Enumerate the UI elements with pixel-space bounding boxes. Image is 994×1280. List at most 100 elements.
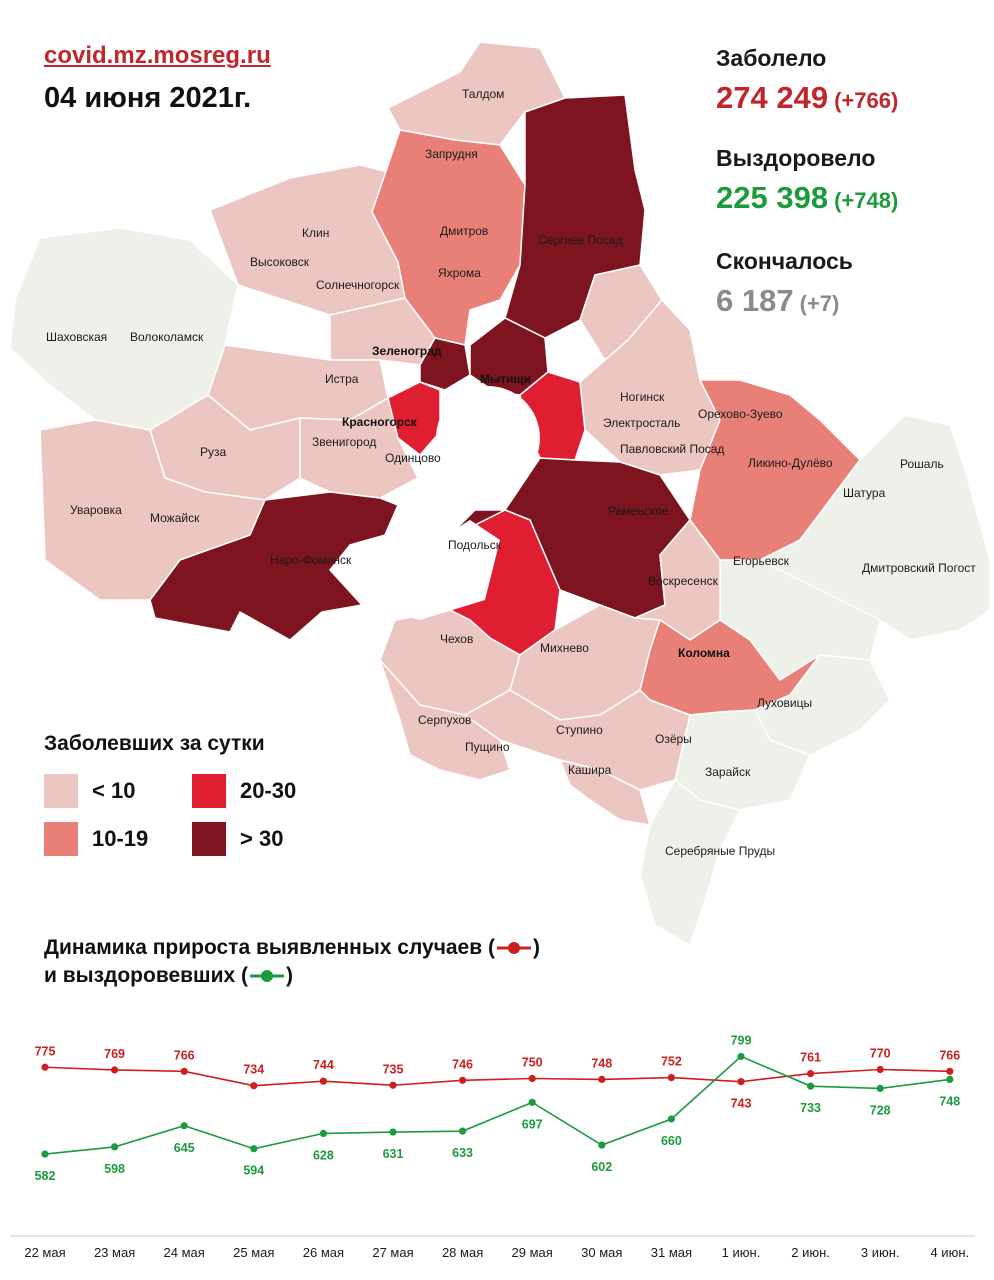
data-label: 744	[313, 1058, 334, 1072]
data-point	[459, 1076, 467, 1084]
data-point	[111, 1066, 119, 1074]
place-label: Ступино	[556, 723, 603, 737]
place-label: Сергиев Посад	[538, 233, 622, 247]
place-label: Солнечногорск	[316, 278, 400, 292]
data-point	[41, 1150, 49, 1158]
place-label: Воскресенск	[648, 574, 719, 588]
place-label: Луховицы	[757, 696, 812, 710]
moscow-city	[330, 386, 540, 620]
red-line-marker-icon	[496, 942, 531, 954]
data-label: 598	[104, 1162, 125, 1176]
dynamics-title-end1: )	[532, 936, 540, 959]
place-label: Зеленоград	[372, 344, 442, 358]
place-label: Кашира	[568, 763, 612, 777]
data-point	[528, 1098, 536, 1106]
green-line-marker-icon	[249, 970, 284, 982]
x-tick-label: 27 мая	[372, 1245, 413, 1260]
data-label: 769	[104, 1047, 125, 1061]
deceased-stat: 6 187 (+7)	[716, 283, 839, 319]
place-label: Яхрома	[438, 266, 481, 280]
place-label: Дмитров	[440, 224, 488, 238]
x-tick-label: 2 июн.	[791, 1245, 830, 1260]
place-label: Ногинск	[620, 390, 665, 404]
legend-swatch-10-19	[44, 822, 78, 856]
data-label: 775	[35, 1044, 56, 1058]
place-labels: Талдом Запрудня Дмитров Яхрома Сергиев П…	[46, 87, 976, 858]
data-label: 761	[800, 1051, 821, 1065]
place-label: Клин	[302, 226, 329, 240]
data-point	[180, 1122, 188, 1130]
district-kashira	[559, 759, 651, 826]
data-point	[807, 1082, 815, 1090]
data-label: 734	[243, 1063, 264, 1077]
data-label: 660	[661, 1134, 682, 1148]
place-label: Шатура	[843, 486, 886, 500]
dynamics-title-end2: )	[285, 964, 293, 987]
x-tick-label: 1 июн.	[722, 1245, 761, 1260]
data-label: 645	[174, 1141, 195, 1155]
data-point	[250, 1145, 258, 1153]
x-tick-label: 23 мая	[94, 1245, 135, 1260]
district-zvenigorod	[299, 397, 419, 499]
deceased-value: 6 187	[716, 283, 794, 318]
data-label: 733	[800, 1101, 821, 1115]
infected-stat: 274 249 (+766)	[716, 80, 898, 116]
place-label: Красногорск	[342, 415, 418, 429]
place-label: Зарайск	[705, 765, 751, 779]
x-tick-label: 3 июн.	[861, 1245, 900, 1260]
place-label: Одинцово	[385, 451, 441, 465]
recovered-stat: 225 398 (+748)	[716, 180, 898, 216]
data-label: 697	[522, 1117, 543, 1131]
place-label: Дмитровский Погост	[862, 561, 976, 575]
place-label: Можайск	[150, 511, 200, 525]
data-point	[41, 1063, 49, 1071]
data-point	[737, 1078, 745, 1086]
legend-swatch-lt10	[44, 774, 78, 808]
data-point	[319, 1077, 327, 1085]
place-label: Пущино	[465, 740, 510, 754]
legend-title: Заболевших за сутки	[44, 732, 265, 755]
dynamics-line-chart: 775 769 766 734 744 735 746 750 748 752 743 761 770 7…	[10, 1033, 975, 1260]
x-tick-label: 28 мая	[442, 1245, 483, 1260]
data-label: 770	[870, 1047, 891, 1061]
dynamics-title-line1: Динамика прироста выявленных случаев ()	[44, 936, 540, 960]
data-label: 631	[383, 1147, 404, 1161]
place-label: Волоколамск	[130, 330, 204, 344]
data-point	[180, 1067, 188, 1075]
recovered-delta: (+748)	[834, 188, 899, 213]
x-tick-label: 29 мая	[512, 1245, 553, 1260]
place-label: Чехов	[440, 632, 473, 646]
deceased-label: Скончалось	[716, 248, 853, 274]
data-label: 748	[591, 1056, 612, 1070]
infected-value: 274 249	[716, 80, 829, 115]
place-label: Электросталь	[603, 416, 680, 430]
x-tick-label: 25 мая	[233, 1245, 274, 1260]
infected-delta: (+766)	[834, 88, 899, 113]
data-point	[946, 1067, 954, 1075]
place-label: Егорьевск	[733, 554, 790, 568]
data-point	[528, 1074, 536, 1083]
data-label: 766	[939, 1048, 960, 1062]
data-label: 748	[939, 1094, 960, 1108]
dynamics-title-text2: и выздоровевших (	[44, 964, 248, 987]
place-label: Руза	[200, 445, 227, 459]
legend-label-20-30: 20-30	[240, 778, 297, 803]
place-label: Серебряные Пруды	[665, 844, 775, 858]
deceased-delta: (+7)	[799, 291, 840, 316]
place-label: Серпухов	[418, 713, 471, 727]
legend-swatch-20-30	[192, 774, 226, 808]
place-label: Озёры	[655, 732, 692, 746]
data-label: 628	[313, 1148, 334, 1162]
legend-label-gt30: > 30	[240, 826, 284, 851]
place-label: Мытищи	[480, 372, 531, 386]
place-label: Подольск	[448, 538, 502, 552]
place-label: Уваровка	[70, 503, 122, 517]
source-link[interactable]: covid.mz.mosreg.ru	[44, 42, 271, 69]
place-label: Талдом	[462, 87, 504, 101]
data-point	[667, 1115, 676, 1123]
place-label: Ликино-Дулёво	[748, 456, 833, 470]
data-point	[598, 1075, 606, 1083]
data-point	[807, 1069, 815, 1078]
legend-label-lt10: < 10	[92, 778, 136, 803]
data-point	[389, 1081, 397, 1089]
